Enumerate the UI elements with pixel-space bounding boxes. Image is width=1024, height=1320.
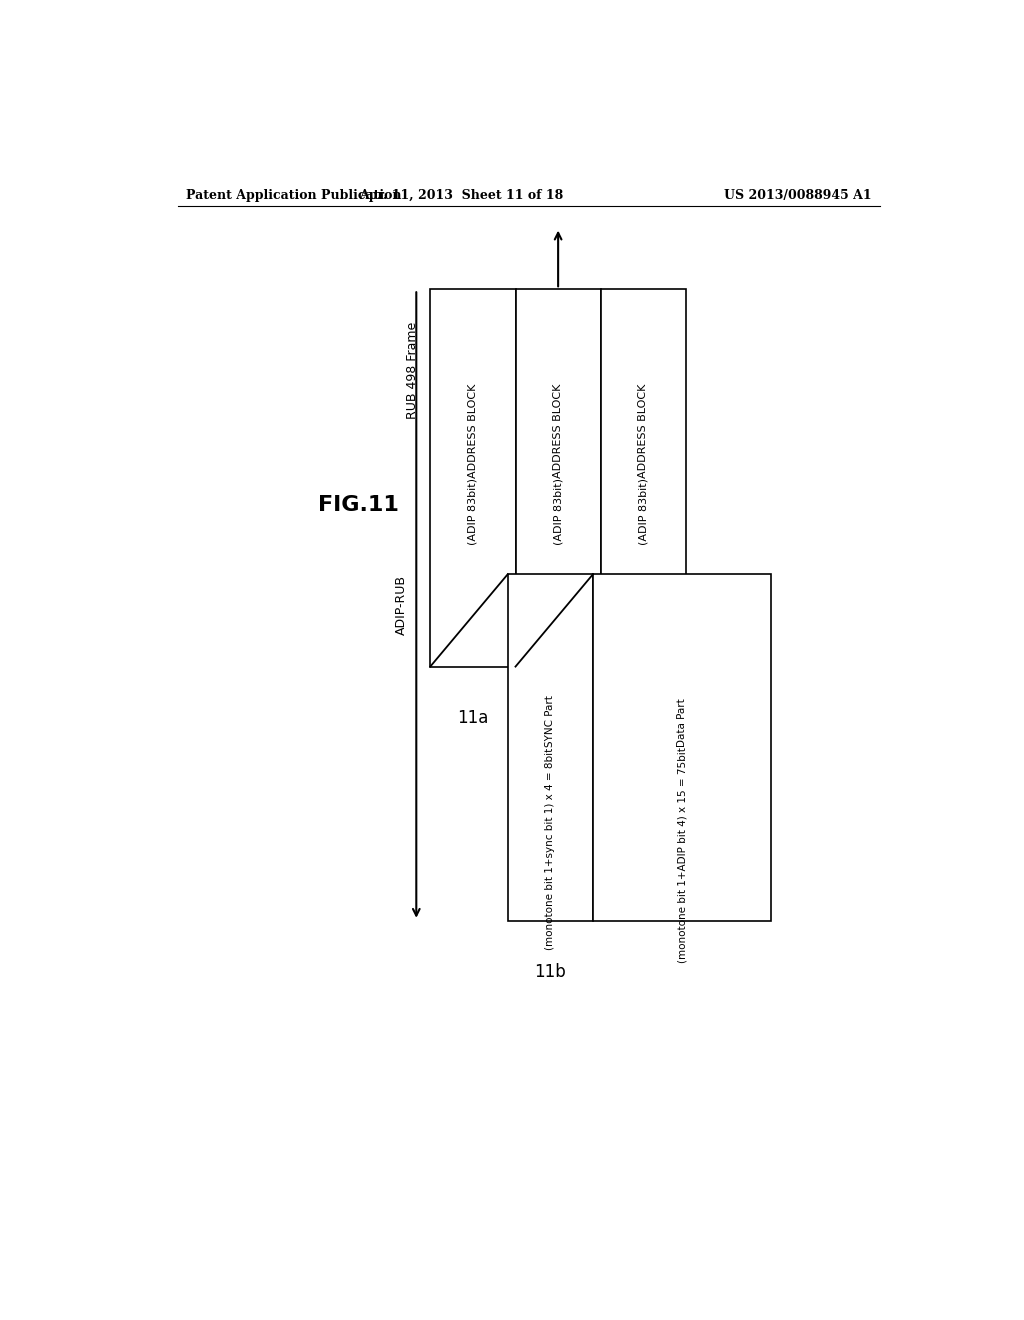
Text: ADDRESS BLOCK: ADDRESS BLOCK xyxy=(553,384,563,478)
Bar xyxy=(508,574,593,921)
Text: Data Part: Data Part xyxy=(677,698,687,747)
Text: (ADIP 83bit): (ADIP 83bit) xyxy=(468,478,478,545)
Bar xyxy=(601,289,686,667)
Text: (ADIP 83bit): (ADIP 83bit) xyxy=(553,478,563,545)
Text: SYNC Part: SYNC Part xyxy=(546,696,555,747)
Text: US 2013/0088945 A1: US 2013/0088945 A1 xyxy=(724,189,872,202)
Text: 11b: 11b xyxy=(535,964,566,981)
Text: ADDRESS BLOCK: ADDRESS BLOCK xyxy=(468,384,478,478)
Bar xyxy=(430,289,515,667)
Text: 11a: 11a xyxy=(457,709,488,727)
Bar xyxy=(515,289,601,667)
Text: (ADIP 83bit): (ADIP 83bit) xyxy=(638,478,648,545)
Text: ADIP-RUB: ADIP-RUB xyxy=(395,576,409,635)
Text: FIG.11: FIG.11 xyxy=(317,495,398,515)
Text: Patent Application Publication: Patent Application Publication xyxy=(186,189,401,202)
Text: (monotone bit 1+ADIP bit 4) x 15 = 75bit: (monotone bit 1+ADIP bit 4) x 15 = 75bit xyxy=(677,747,687,964)
Text: RUB 498 Frame: RUB 498 Frame xyxy=(406,322,419,418)
Text: Apr. 11, 2013  Sheet 11 of 18: Apr. 11, 2013 Sheet 11 of 18 xyxy=(359,189,563,202)
Bar xyxy=(593,574,771,921)
Text: (monotone bit 1+sync bit 1) x 4 = 8bit: (monotone bit 1+sync bit 1) x 4 = 8bit xyxy=(546,747,555,949)
Text: ADDRESS BLOCK: ADDRESS BLOCK xyxy=(638,384,648,478)
